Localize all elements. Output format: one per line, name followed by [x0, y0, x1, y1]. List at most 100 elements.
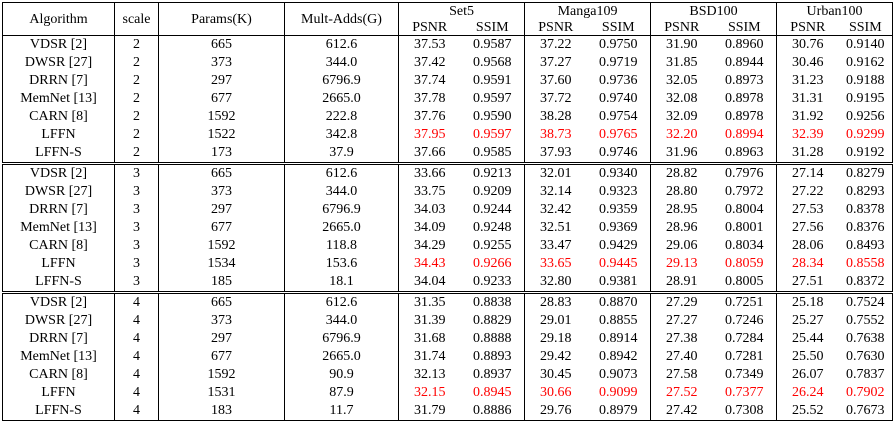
- cell-manga109-psnr: 37.93: [524, 144, 587, 164]
- table-row: LFFN 4 1531 87.9 32.15 0.8945 30.66 0.9099 27.52…: [2, 384, 894, 402]
- cell-urban100-ssim: 0.8493: [838, 237, 894, 255]
- header-ssim: SSIM: [712, 20, 777, 36]
- cell-mult-adds: 2665.0: [284, 90, 399, 108]
- cell-set5-psnr: 37.53: [398, 35, 461, 54]
- cell-params: 1522: [158, 126, 285, 144]
- table-header: Algorithm scale Params(K) Mult-Adds(G) S…: [2, 2, 894, 36]
- cell-mult-adds: 6796.9: [284, 330, 399, 348]
- cell-params: 1531: [158, 384, 285, 402]
- cell-manga109-ssim: 0.8979: [586, 402, 651, 421]
- cell-urban100-ssim: 0.8558: [838, 255, 894, 273]
- cell-scale: 2: [114, 35, 159, 54]
- cell-manga109-ssim: 0.9340: [586, 162, 651, 183]
- cell-manga109-psnr: 29.42: [524, 348, 587, 366]
- cell-manga109-ssim: 0.8855: [599, 313, 638, 328]
- cell-set5-psnr: 31.74: [398, 348, 461, 366]
- cell-set5-psnr: 34.03: [398, 201, 461, 219]
- cell-algorithm: DRRN [7]: [2, 330, 115, 348]
- cell-mult-adds: 344.0: [284, 54, 399, 72]
- cell-set5-ssim: 0.8937: [473, 367, 512, 382]
- cell-manga109-psnr: 37.22: [524, 35, 587, 54]
- cell-params: 1534: [158, 255, 285, 273]
- cell-manga109-psnr: 37.27: [524, 54, 587, 72]
- cell-manga109-ssim: 0.9369: [599, 220, 638, 235]
- cell-algorithm: DWSR [27]: [2, 183, 115, 201]
- cell-bsd100-ssim: 0.8004: [725, 202, 764, 217]
- cell-set5-psnr: 34.04: [398, 273, 461, 293]
- cell-params: 297: [158, 201, 285, 219]
- cell-bsd100-ssim: 0.8994: [725, 127, 764, 142]
- cell-algorithm: CARN [8]: [2, 366, 115, 384]
- cell-scale: 2: [114, 144, 159, 164]
- cell-scale: 3: [114, 237, 159, 255]
- cell-bsd100-psnr: 28.95: [650, 201, 713, 219]
- cell-bsd100-psnr: 31.96: [650, 144, 713, 164]
- cell-mult-adds: 90.9: [284, 366, 399, 384]
- cell-urban100-psnr: 27.14: [776, 162, 839, 183]
- header-ssim: SSIM: [586, 20, 651, 36]
- cell-urban100-psnr: 31.23: [776, 72, 839, 90]
- cell-bsd100-psnr: 27.29: [650, 291, 713, 312]
- cell-bsd100-psnr: 27.42: [650, 402, 713, 421]
- cell-bsd100-ssim: 0.8005: [725, 274, 764, 289]
- cell-set5-ssim: 0.9597: [473, 127, 512, 142]
- cell-manga109-ssim: 0.9429: [599, 238, 638, 253]
- cell-bsd100-ssim: 0.8960: [725, 37, 764, 52]
- table-row: VDSR [2] 3 665 612.6 33.66 0.9213 32.01 0.9340 2…: [2, 162, 894, 183]
- cell-params: 373: [158, 312, 285, 330]
- cell-bsd100-ssim: 0.8978: [725, 91, 764, 106]
- cell-algorithm: DWSR [27]: [2, 54, 115, 72]
- cell-bsd100-ssim: 0.7246: [725, 313, 764, 328]
- header-dataset-set5: Set5: [397, 2, 525, 20]
- cell-set5-ssim: 0.8945: [473, 385, 512, 400]
- table-row: DRRN [7] 3 297 6796.9 34.03 0.9244 32.42 0.9359…: [2, 201, 894, 219]
- cell-set5-psnr: 32.13: [398, 366, 461, 384]
- cell-manga109-ssim: 0.9719: [599, 55, 638, 70]
- cell-params: 185: [158, 273, 285, 293]
- cell-bsd100-psnr: 27.38: [650, 330, 713, 348]
- cell-urban100-ssim: 0.7673: [838, 402, 894, 421]
- cell-set5-psnr: 33.75: [398, 183, 461, 201]
- cell-urban100-psnr: 26.07: [776, 366, 839, 384]
- cell-manga109-ssim: 0.8870: [586, 291, 651, 312]
- cell-urban100-ssim: 0.9299: [838, 126, 894, 144]
- cell-urban100-ssim: 0.7552: [838, 312, 894, 330]
- cell-manga109-psnr: 38.73: [524, 126, 587, 144]
- cell-scale: 2: [114, 72, 159, 90]
- cell-manga109-ssim: 0.9099: [599, 385, 638, 400]
- cell-manga109-ssim: 0.9736: [599, 73, 638, 88]
- cell-manga109-psnr: 32.01: [524, 162, 587, 183]
- cell-bsd100-psnr: 27.40: [650, 348, 713, 366]
- table-row: MemNet [13] 2 677 2665.0 37.78 0.9597 37.72 0.9…: [2, 90, 894, 108]
- cell-mult-adds: 6796.9: [284, 72, 399, 90]
- header-algorithm: Algorithm: [2, 2, 115, 36]
- cell-mult-adds: 37.9: [284, 144, 399, 164]
- cell-algorithm: LFFN: [2, 255, 115, 273]
- cell-urban100-ssim: 0.8293: [838, 183, 894, 201]
- cell-urban100-psnr: 25.44: [776, 330, 839, 348]
- cell-urban100-psnr: 25.18: [776, 291, 839, 312]
- cell-algorithm: VDSR [2]: [2, 162, 115, 183]
- cell-urban100-ssim: 0.9140: [838, 35, 894, 54]
- cell-algorithm: MemNet [13]: [2, 348, 115, 366]
- cell-bsd100-ssim: 0.8978: [725, 109, 764, 124]
- cell-scale: 4: [114, 330, 159, 348]
- table-row: DWSR [27] 2 373 344.0 37.42 0.9568 37.27 0.9719…: [2, 54, 894, 72]
- cell-manga109-psnr: 29.18: [524, 330, 587, 348]
- cell-mult-adds: 11.7: [284, 402, 399, 421]
- cell-scale: 4: [114, 312, 159, 330]
- table-row: DWSR [27] 3 373 344.0 33.75 0.9209 32.14 0.9323…: [2, 183, 894, 201]
- cell-algorithm: LFFN: [2, 126, 115, 144]
- cell-bsd100-ssim: 0.7976: [712, 162, 777, 183]
- cell-urban100-ssim: 0.8378: [838, 201, 894, 219]
- cell-mult-adds: 6796.9: [284, 201, 399, 219]
- cell-urban100-psnr: 31.31: [776, 90, 839, 108]
- cell-urban100-ssim: 0.9188: [838, 72, 894, 90]
- header-ssim: SSIM: [838, 20, 894, 36]
- cell-algorithm: LFFN: [2, 384, 115, 402]
- header-psnr: PSNR: [398, 20, 461, 36]
- cell-bsd100-ssim: 0.8001: [725, 220, 764, 235]
- cell-manga109-ssim: 0.9073: [599, 367, 638, 382]
- cell-urban100-psnr: 25.52: [776, 402, 839, 421]
- cell-params: 677: [158, 348, 285, 366]
